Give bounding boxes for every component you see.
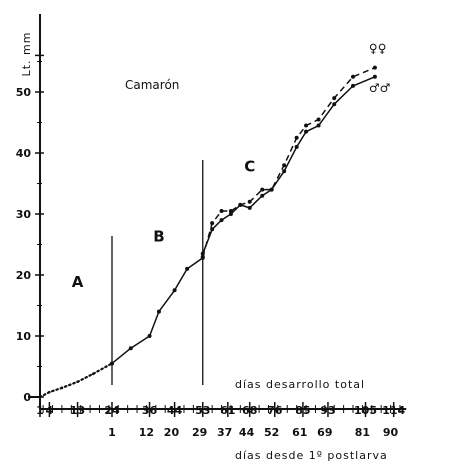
x-tick-label-total: 36 bbox=[142, 404, 158, 417]
data-point bbox=[91, 372, 95, 376]
data-point bbox=[304, 123, 309, 128]
data-point bbox=[332, 96, 337, 101]
x-tick-label-postlarva: 20 bbox=[164, 426, 180, 439]
y-tick-label: 40 bbox=[16, 147, 32, 160]
data-point bbox=[294, 144, 299, 149]
data-point bbox=[210, 227, 215, 232]
data-point bbox=[282, 163, 287, 168]
series-lines bbox=[38, 65, 377, 399]
data-point bbox=[247, 199, 252, 204]
x-tick-label-total: 105 bbox=[354, 404, 377, 417]
data-point bbox=[172, 288, 177, 293]
data-point bbox=[316, 123, 321, 128]
data-point bbox=[372, 74, 377, 79]
y-tick-label: 30 bbox=[16, 208, 32, 221]
data-point bbox=[260, 187, 265, 192]
x-tick-label-total: 114 bbox=[382, 404, 405, 417]
x-tick-label-total: 76 bbox=[267, 404, 283, 417]
x-tick-label-postlarva: 52 bbox=[264, 426, 279, 439]
x-tick-label-postlarva: 69 bbox=[317, 426, 332, 439]
x-tick-label-postlarva: 90 bbox=[383, 426, 399, 439]
x-tick-label-postlarva: 1 bbox=[108, 426, 116, 439]
y-tick-label: 10 bbox=[16, 330, 32, 343]
y-tick-label: 0 bbox=[23, 391, 31, 404]
data-point bbox=[294, 135, 299, 140]
x-tick-label-total: 4 bbox=[46, 404, 54, 417]
phase-label: A bbox=[72, 273, 84, 291]
data-point bbox=[200, 255, 205, 260]
phase-dividers bbox=[111, 160, 204, 385]
phase-label: B bbox=[153, 227, 164, 245]
x-tick-label-total: 61 bbox=[220, 404, 235, 417]
series-line bbox=[38, 362, 114, 399]
x-axis-label-total-days: días desarrollo total bbox=[235, 378, 365, 391]
series-labels: ♀♀ ♂♂ bbox=[369, 41, 391, 95]
x-tick-label-total: 85 bbox=[295, 404, 310, 417]
data-point bbox=[200, 251, 205, 256]
data-point bbox=[60, 386, 64, 390]
data-point bbox=[228, 208, 233, 213]
phase-label: C bbox=[244, 157, 255, 175]
data-point bbox=[210, 221, 215, 226]
chart-labels: Camarón Lt. mm días desarrollo total día… bbox=[20, 32, 388, 462]
data-point bbox=[219, 208, 224, 213]
data-point bbox=[38, 395, 42, 399]
x-tick-label-postlarva: 37 bbox=[217, 426, 232, 439]
y-tick-label: 20 bbox=[16, 269, 32, 282]
series-line bbox=[202, 76, 376, 254]
x-tick-label-postlarva: 12 bbox=[139, 426, 154, 439]
data-point bbox=[128, 346, 133, 351]
series-label: ♀♀ bbox=[369, 41, 387, 55]
data-point bbox=[282, 169, 287, 174]
series-line bbox=[202, 66, 376, 257]
x-tick-label-postlarva: 61 bbox=[292, 426, 307, 439]
y-axis-label: Lt. mm bbox=[20, 32, 33, 77]
x-tick-label-total: 1 bbox=[36, 404, 44, 417]
x-tick-label-postlarva: 81 bbox=[355, 426, 370, 439]
data-point bbox=[316, 117, 321, 122]
x-tick-label-total: 13 bbox=[70, 404, 85, 417]
data-point bbox=[372, 65, 377, 70]
x-tick-label-postlarva: 44 bbox=[239, 426, 255, 439]
data-point bbox=[156, 309, 161, 314]
y-tick-label: 50 bbox=[16, 86, 32, 99]
chart-title: Camarón bbox=[125, 78, 179, 92]
axes bbox=[28, 14, 407, 410]
data-point bbox=[147, 334, 152, 338]
data-point bbox=[269, 187, 274, 192]
data-point bbox=[351, 83, 355, 88]
series-label: ♂♂ bbox=[369, 81, 391, 95]
data-point bbox=[76, 380, 79, 384]
data-point bbox=[109, 361, 114, 366]
data-point bbox=[48, 390, 51, 394]
data-point bbox=[332, 102, 337, 107]
data-point bbox=[219, 218, 224, 223]
data-point bbox=[260, 193, 265, 198]
x-tick-label-postlarva: 29 bbox=[192, 426, 207, 439]
x-tick-label-total: 24 bbox=[104, 404, 120, 417]
data-point bbox=[228, 212, 233, 216]
data-point bbox=[351, 74, 355, 79]
data-point bbox=[238, 202, 243, 207]
data-point bbox=[304, 129, 309, 134]
x-axis-label-postlarva-days: días desde 1º postlarva bbox=[235, 449, 388, 462]
data-point bbox=[185, 266, 190, 271]
phase-labels: A B C bbox=[72, 157, 255, 291]
data-point bbox=[247, 205, 252, 210]
x-tick-label-total: 93 bbox=[320, 404, 335, 417]
